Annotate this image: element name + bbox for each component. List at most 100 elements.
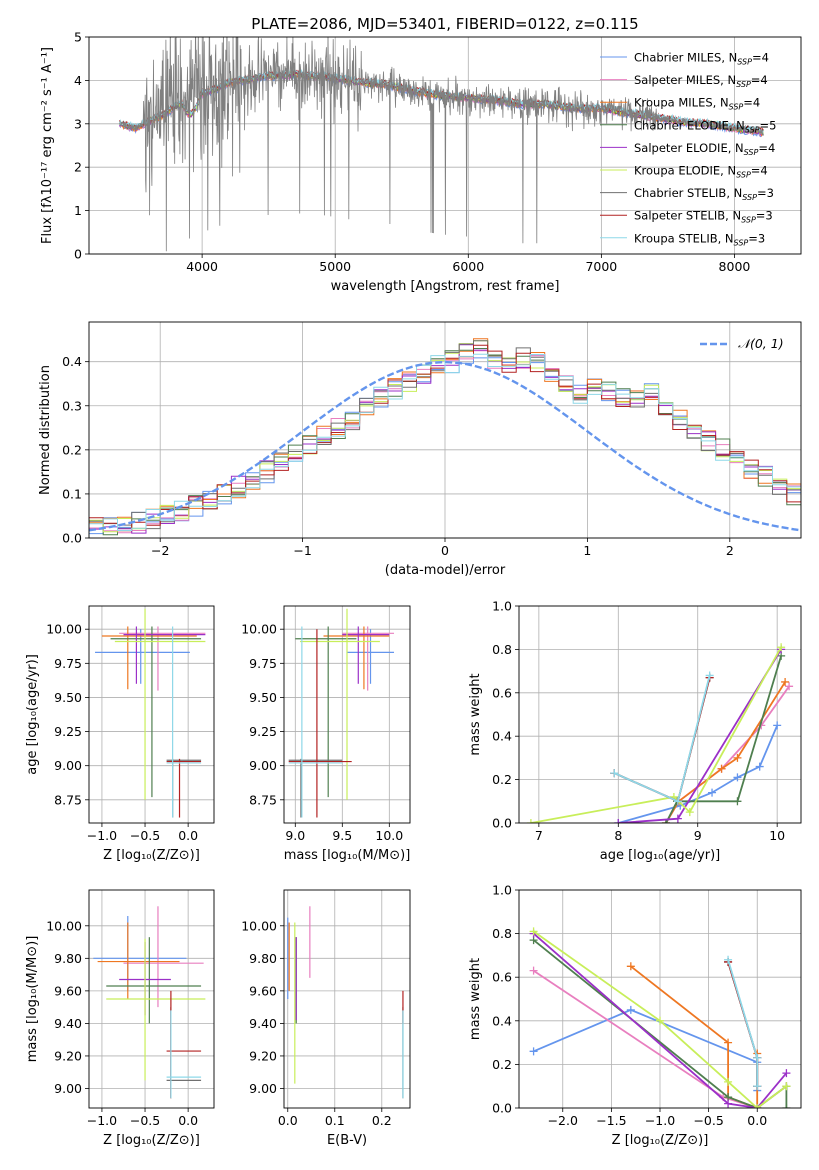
x-tick-label: −0.5 [693, 1113, 723, 1128]
legend-label: Chabrier MILES, NSSP=4 [634, 51, 769, 67]
residual-histogram [89, 353, 801, 538]
mass-weight-marker [733, 753, 742, 762]
mass-weight-line [665, 655, 782, 823]
mass-weight-line [618, 725, 779, 823]
mass-weight-marker [724, 1099, 733, 1108]
y-axis-label: Normed distribution [38, 365, 53, 495]
panel-mass-weight-vs-z: −2.0 −1.5 −1.0 −0.5 0.0 0.0 0.2 0.4 0.6 0.8 1.0 Z [… [468, 883, 802, 1148]
mass-weight-marker [782, 1069, 791, 1078]
y-axis-label: mass [log₁₀(M/M⊙)] [25, 936, 40, 1063]
x-tick-label: 8000 [719, 259, 751, 274]
x-tick-label: 0.2 [372, 1113, 392, 1128]
y-tick-label: 1 [74, 203, 82, 218]
mass-weight-marker [529, 1047, 538, 1056]
mass-weight-marker [626, 1005, 635, 1014]
x-axis-label: age [log₁₀(age/yr)] [600, 848, 721, 863]
y-tick-label: 9.20 [54, 1048, 82, 1063]
mass-weight-line [613, 677, 711, 803]
axes-frame [88, 605, 215, 824]
x-tick-label: 6000 [452, 259, 484, 274]
y-tick-label: 1.0 [492, 883, 512, 898]
x-tick-label: 8 [614, 828, 622, 843]
mass-weight-marker [685, 808, 694, 817]
mass-weight-marker [724, 1077, 733, 1086]
x-tick-label: −1.0 [87, 1113, 117, 1128]
plot-area [288, 608, 395, 818]
x-axis-label: (data-model)/error [385, 563, 506, 578]
y-tick-label: 0.4 [492, 1013, 512, 1028]
y-axis-label: mass weight [468, 958, 483, 1040]
legend-label: Kroupa ELODIE, NSSP=4 [634, 164, 768, 180]
x-axis-label: Z [log₁₀(Z/Z⊙)] [103, 1133, 200, 1148]
plot-area [93, 906, 206, 1099]
x-tick-label: 7000 [585, 259, 617, 274]
panel-mass-weight-vs-age: 7 8 9 10 0.0 0.2 0.4 0.6 0.8 1.0 age [log₁₀(age/yr… [468, 599, 802, 863]
y-tick-label: 9.00 [54, 758, 82, 773]
y-tick-label: 0.2 [62, 442, 82, 457]
mass-weight-line [533, 932, 788, 1108]
y-tick-label: 9.60 [54, 983, 82, 998]
x-tick-label: −1.5 [596, 1113, 626, 1128]
mass-weight-marker [610, 769, 619, 778]
mass-weight-marker [724, 1038, 733, 1047]
axes-frame [88, 889, 215, 1109]
y-tick-label: 10.00 [241, 622, 277, 637]
y-tick-label: 0.1 [62, 486, 82, 501]
x-tick-label: −1.0 [87, 828, 117, 843]
y-tick-label: 5 [74, 30, 82, 45]
legend-label: Kroupa STELIB, NSSP=3 [634, 231, 765, 247]
axes-frame [283, 889, 411, 1109]
mass-weight-marker [526, 819, 535, 823]
mass-weight-marker [782, 1082, 791, 1091]
mass-weight-line [630, 965, 759, 1108]
mass-weight-marker [705, 671, 714, 680]
y-tick-label: 0.0 [62, 531, 82, 546]
x-tick-label: 0 [441, 543, 449, 558]
y-tick-label: 9.00 [249, 1081, 277, 1096]
legend-label: Chabrier ELODIE, NSSP=5 [634, 118, 776, 134]
mass-weight-marker [753, 1053, 762, 1062]
mass-weight-marker [673, 814, 682, 823]
x-tick-label: −2.0 [548, 1113, 578, 1128]
mass-weight-marker [781, 677, 790, 686]
mass-weight-line [530, 646, 782, 823]
y-tick-label: 0.4 [62, 354, 82, 369]
y-tick-label: 9.80 [54, 951, 82, 966]
mass-weight-marker [773, 721, 782, 730]
panel-mass-vs-z: −1.0 −0.5 0.0 9.00 9.20 9.40 9.60 9.80 10.00 Z [l… [25, 889, 215, 1148]
x-tick-label: 0.0 [747, 1113, 767, 1128]
y-tick-label: 4 [74, 73, 82, 88]
y-tick-label: 9.25 [54, 724, 82, 739]
legend-label: Chabrier STELIB, NSSP=3 [634, 186, 774, 202]
y-tick-label: 0.6 [492, 685, 512, 700]
legend-label: Kroupa MILES, NSSP=4 [634, 96, 760, 112]
mass-weight-marker [755, 762, 764, 771]
x-axis-label: E(B-V) [327, 1133, 367, 1148]
x-tick-label: 9.0 [285, 828, 305, 843]
mass-weight-marker [656, 1016, 664, 1025]
y-tick-label: 0.3 [62, 398, 82, 413]
y-tick-label: 9.25 [249, 724, 277, 739]
mass-weight-marker [777, 643, 786, 652]
x-tick-label: 0.0 [278, 1113, 298, 1128]
x-tick-label: 2 [726, 543, 734, 558]
y-tick-label: 9.75 [249, 656, 277, 671]
mass-weight-marker [753, 1104, 762, 1108]
y-tick-label: 0.0 [492, 816, 512, 831]
x-tick-label: −0.5 [130, 828, 160, 843]
plot-area [95, 608, 206, 818]
y-tick-label: 9.50 [249, 690, 277, 705]
mass-weight-marker [724, 955, 733, 964]
y-tick-label: 2 [74, 160, 82, 175]
y-tick-label: 9.00 [54, 1081, 82, 1096]
y-tick-label: 9.20 [249, 1048, 277, 1063]
x-tick-label: 1 [583, 543, 591, 558]
residual-histogram [89, 344, 801, 538]
y-tick-label: 10.00 [46, 622, 82, 637]
panel-age-vs-mass: 9.0 9.5 10.0 8.75 9.00 9.25 9.50 9.75 10.00 mass … [241, 605, 411, 863]
legend-label: 𝒩(0, 1) [738, 336, 784, 351]
x-tick-label: 7 [535, 828, 543, 843]
y-tick-label: 0.8 [492, 642, 512, 657]
mass-weight-marker [673, 797, 682, 806]
